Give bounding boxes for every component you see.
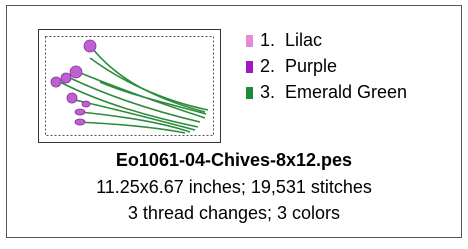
thread-swatch bbox=[246, 35, 253, 47]
design-size: 11.25x6.67 inches; 19,531 stitches bbox=[96, 177, 372, 197]
thread-label: 2. Purple bbox=[260, 56, 337, 76]
thread-label: 1. Lilac bbox=[260, 30, 322, 50]
thread-swatch bbox=[246, 87, 253, 99]
design-card: 1. Lilac 2. Purple 3. Emerald Green Eo1061… bbox=[0, 0, 468, 244]
thread-swatch bbox=[246, 61, 253, 73]
thread-label: 3. Emerald Green bbox=[260, 82, 407, 102]
thumbnail bbox=[39, 30, 221, 143]
file-name: Eo1061-04-Chives-8x12.pes bbox=[116, 150, 352, 170]
page: 1. Lilac 2. Purple 3. Emerald Green Eo1061… bbox=[0, 0, 468, 244]
color-info: 3 thread changes; 3 colors bbox=[128, 203, 340, 223]
